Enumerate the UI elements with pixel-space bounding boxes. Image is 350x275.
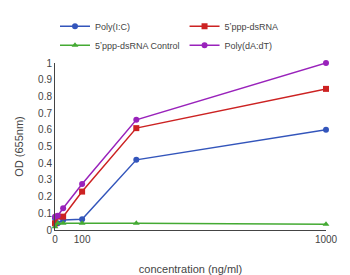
svg-text:0: 0 (46, 225, 52, 236)
svg-text:0.7: 0.7 (38, 108, 52, 119)
svg-text:Poly(I:C): Poly(I:C) (95, 22, 130, 32)
svg-text:0.9: 0.9 (38, 74, 52, 85)
svg-text:5ʼppp-dsRNA Control: 5ʼppp-dsRNA Control (95, 41, 180, 51)
svg-text:concentration (ng/ml): concentration (ng/ml) (139, 263, 242, 275)
svg-text:0.1: 0.1 (38, 208, 52, 219)
svg-text:0: 0 (52, 234, 58, 245)
svg-text:0.4: 0.4 (38, 158, 52, 169)
svg-text:0.6: 0.6 (38, 124, 52, 135)
svg-text:1000: 1000 (315, 234, 338, 245)
svg-text:100: 100 (74, 234, 91, 245)
svg-text:0.5: 0.5 (38, 141, 52, 152)
svg-text:0.8: 0.8 (38, 91, 52, 102)
svg-text:0.2: 0.2 (38, 191, 52, 202)
svg-text:0.3: 0.3 (38, 174, 52, 185)
svg-text:Poly(dA:dT): Poly(dA:dT) (225, 41, 273, 51)
svg-text:1: 1 (46, 58, 52, 69)
svg-text:5ʼppp-dsRNA: 5ʼppp-dsRNA (225, 22, 279, 32)
svg-text:OD (655nm): OD (655nm) (13, 116, 25, 177)
